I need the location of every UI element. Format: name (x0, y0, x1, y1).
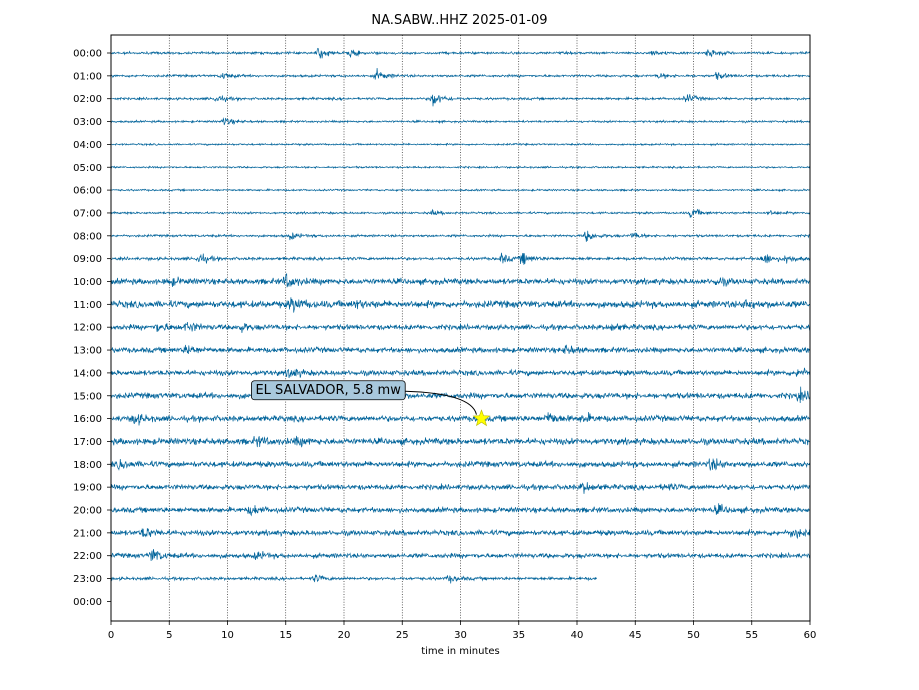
trace-line (110, 549, 811, 562)
trace-line (110, 67, 811, 80)
y-tick-label: 16:00 (73, 414, 102, 425)
y-tick-label: 22:00 (73, 551, 102, 562)
trace-line (110, 297, 811, 313)
trace-line (110, 117, 811, 126)
y-tick-label: 13:00 (73, 346, 102, 357)
trace-line (110, 458, 811, 471)
y-tick-label: 00:00 (73, 49, 102, 60)
y-tick-label: 11:00 (73, 300, 102, 311)
y-tick-label: 01:00 (73, 71, 102, 82)
x-tick-label: 40 (571, 630, 584, 641)
trace-line (110, 142, 811, 147)
trace-line (110, 482, 811, 494)
x-axis-ticks: 0 5 10 15 20 25 30 35 40 45 50 55 60 (108, 621, 817, 641)
annotation-arrow (405, 390, 477, 415)
trace-line (110, 503, 810, 517)
x-tick-label: 60 (804, 630, 817, 641)
y-tick-label: 19:00 (73, 483, 102, 494)
x-tick-label: 5 (166, 630, 172, 641)
trace-line (110, 47, 811, 59)
y-tick-label: 07:00 (73, 208, 102, 219)
x-axis-label: time in minutes (421, 646, 500, 657)
trace-line (110, 412, 811, 426)
trace-line (110, 164, 811, 170)
x-tick-label: 25 (396, 630, 409, 641)
y-tick-label: 09:00 (73, 254, 102, 265)
y-tick-label: 17:00 (73, 437, 102, 448)
annotation-group: EL SALVADOR, 5.8 mw (251, 380, 491, 427)
trace-line (111, 435, 811, 448)
y-tick-label: 03:00 (73, 117, 102, 128)
y-tick-label: 04:00 (73, 140, 102, 151)
star-icon (472, 409, 491, 427)
y-tick-label: 08:00 (73, 231, 102, 242)
x-tick-label: 50 (687, 630, 700, 641)
trace-line (110, 94, 811, 107)
y-tick-label: 23:00 (73, 574, 102, 585)
trace-line (110, 574, 597, 584)
trace-line (110, 187, 811, 193)
annotation-label: EL SALVADOR, 5.8 mw (255, 383, 401, 398)
trace-group (110, 47, 811, 584)
y-tick-label: 00:00 (73, 597, 102, 608)
trace-line (110, 367, 811, 379)
trace-line (110, 273, 811, 288)
y-tick-label: 21:00 (73, 528, 102, 539)
x-tick-label: 30 (454, 630, 467, 641)
trace-line (110, 208, 811, 218)
y-tick-label: 06:00 (73, 186, 102, 197)
trace-line (110, 321, 811, 333)
x-tick-label: 0 (108, 630, 114, 641)
trace-line (110, 230, 810, 242)
x-tick-label: 35 (512, 630, 525, 641)
x-tick-label: 55 (745, 630, 758, 641)
annotation-box (251, 380, 406, 401)
y-axis-ticks: 00:00 01:00 02:00 03:00 04:00 05:00 06:00 07:00… (73, 49, 111, 608)
y-tick-label: 14:00 (73, 368, 102, 379)
x-tick-label: 20 (338, 630, 351, 641)
y-tick-label: 15:00 (73, 391, 102, 402)
trace-line (110, 252, 811, 265)
trace-line (110, 386, 811, 404)
y-tick-label: 02:00 (73, 94, 102, 105)
x-tick-label: 10 (221, 630, 234, 641)
y-tick-label: 10:00 (73, 277, 102, 288)
chart-title: NA.SABW..HHZ 2025-01-09 (371, 13, 547, 28)
x-tick-label: 45 (629, 630, 642, 641)
y-tick-label: 20:00 (73, 506, 102, 517)
y-tick-label: 18:00 (73, 460, 102, 471)
y-tick-label: 12:00 (73, 323, 102, 334)
trace-line (110, 528, 811, 540)
trace-line (110, 344, 811, 355)
y-tick-label: 05:00 (73, 163, 102, 174)
x-tick-label: 15 (279, 630, 292, 641)
